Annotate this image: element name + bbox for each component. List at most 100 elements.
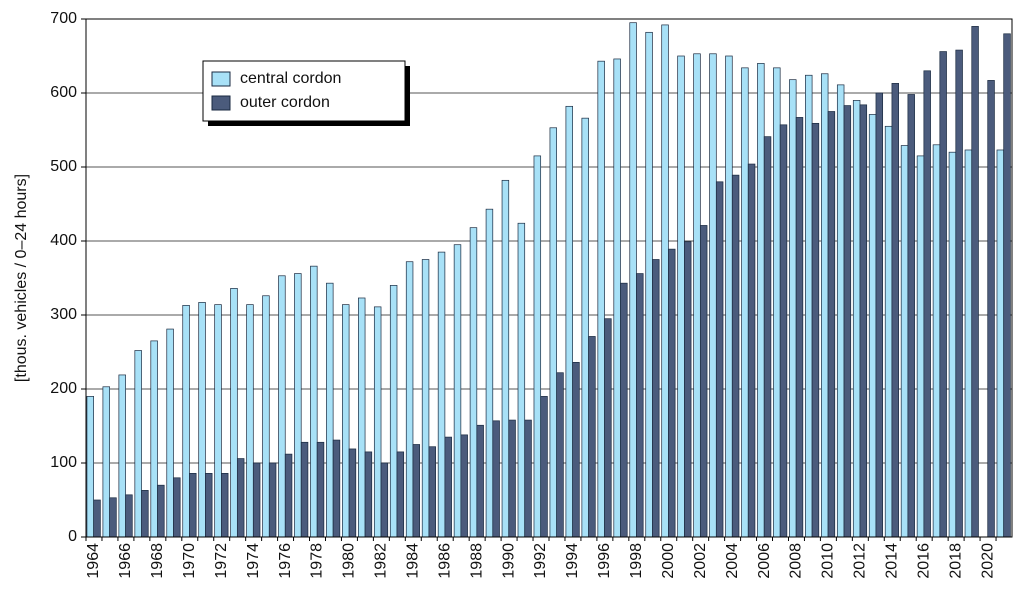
bar <box>428 446 436 538</box>
x-tick-label: 2000 <box>660 543 677 579</box>
x-tick-label: 1994 <box>564 543 581 579</box>
y-tick-label: 600 <box>50 84 77 101</box>
bar <box>102 386 110 538</box>
bar <box>852 100 861 538</box>
bar <box>453 244 462 538</box>
bar <box>157 484 165 538</box>
bar <box>843 105 852 538</box>
bar <box>221 473 229 538</box>
x-tick-label: 1996 <box>596 543 613 579</box>
bar <box>86 396 94 538</box>
bar <box>811 122 820 538</box>
bar <box>987 80 995 538</box>
bar <box>284 453 293 538</box>
bar <box>348 448 357 538</box>
bar <box>693 53 701 538</box>
bar <box>884 125 893 538</box>
bar <box>182 305 190 538</box>
legend-label: outer cordon <box>240 94 330 111</box>
bar <box>125 494 133 538</box>
x-tick-label: 2004 <box>724 543 741 579</box>
bar <box>412 444 421 538</box>
plot-border <box>85 18 1013 538</box>
x-tick-label: 2018 <box>947 543 964 579</box>
bar <box>668 248 676 538</box>
bar <box>741 67 749 538</box>
bar <box>262 295 270 538</box>
bar <box>93 499 101 538</box>
bar <box>300 441 309 538</box>
bar <box>460 434 468 538</box>
bar <box>150 340 158 538</box>
x-tick-label: 2014 <box>883 543 900 579</box>
bar <box>572 362 580 538</box>
x-tick-label: 1980 <box>341 543 358 579</box>
bar <box>677 55 685 538</box>
x-tick-label: 1990 <box>500 543 517 579</box>
y-tick-label: 700 <box>50 10 77 27</box>
bar <box>636 273 644 538</box>
bar <box>916 155 925 538</box>
bar <box>556 372 564 538</box>
x-tick-label: 2020 <box>979 543 996 579</box>
x-tick-label: 1966 <box>117 543 134 579</box>
x-tick-label: 1964 <box>85 543 102 579</box>
y-tick-label: 300 <box>50 306 77 323</box>
x-tick-label: 1974 <box>245 543 262 579</box>
bar <box>373 306 382 538</box>
legend-label: central cordon <box>240 70 341 87</box>
bar <box>268 462 277 538</box>
bar <box>294 273 302 538</box>
bar <box>789 79 797 538</box>
legend-box <box>202 60 406 122</box>
bar <box>278 275 286 538</box>
bar <box>709 53 717 538</box>
bar <box>389 285 398 538</box>
bar <box>316 441 325 538</box>
bar <box>246 304 254 538</box>
bar <box>795 117 804 538</box>
bar <box>358 297 366 538</box>
bar <box>971 26 979 538</box>
bar <box>405 261 414 538</box>
bar <box>645 31 653 538</box>
bar <box>629 22 637 538</box>
bar <box>236 458 245 538</box>
bar <box>444 436 452 538</box>
bar <box>581 117 589 538</box>
bar <box>501 179 510 538</box>
bar <box>421 259 430 538</box>
legend-swatch <box>211 71 231 87</box>
bar <box>763 136 772 538</box>
bar <box>492 420 500 538</box>
bar <box>549 127 557 538</box>
x-tick-label: 1988 <box>468 543 485 579</box>
x-tick-label: 2002 <box>692 543 709 579</box>
bar <box>868 114 877 538</box>
bar <box>699 225 708 538</box>
x-tick-label: 2008 <box>788 543 805 579</box>
bar <box>141 490 149 538</box>
bar <box>684 241 692 538</box>
bar <box>565 105 573 538</box>
bar <box>380 462 389 538</box>
y-tick-label: 200 <box>50 380 77 397</box>
bar <box>214 304 222 538</box>
bar <box>524 419 532 538</box>
legend-swatch <box>211 95 231 111</box>
bar <box>310 265 318 538</box>
bar <box>652 259 660 538</box>
x-tick-label: 2006 <box>756 543 773 579</box>
bar <box>476 424 484 538</box>
bar <box>725 55 733 538</box>
bar <box>836 84 845 538</box>
x-tick-label: 2016 <box>915 543 932 579</box>
bar <box>198 302 206 538</box>
bar <box>517 222 526 538</box>
bar <box>597 60 605 538</box>
bar <box>540 396 548 538</box>
bar <box>485 208 494 538</box>
bar <box>875 92 884 538</box>
bar <box>891 83 899 538</box>
